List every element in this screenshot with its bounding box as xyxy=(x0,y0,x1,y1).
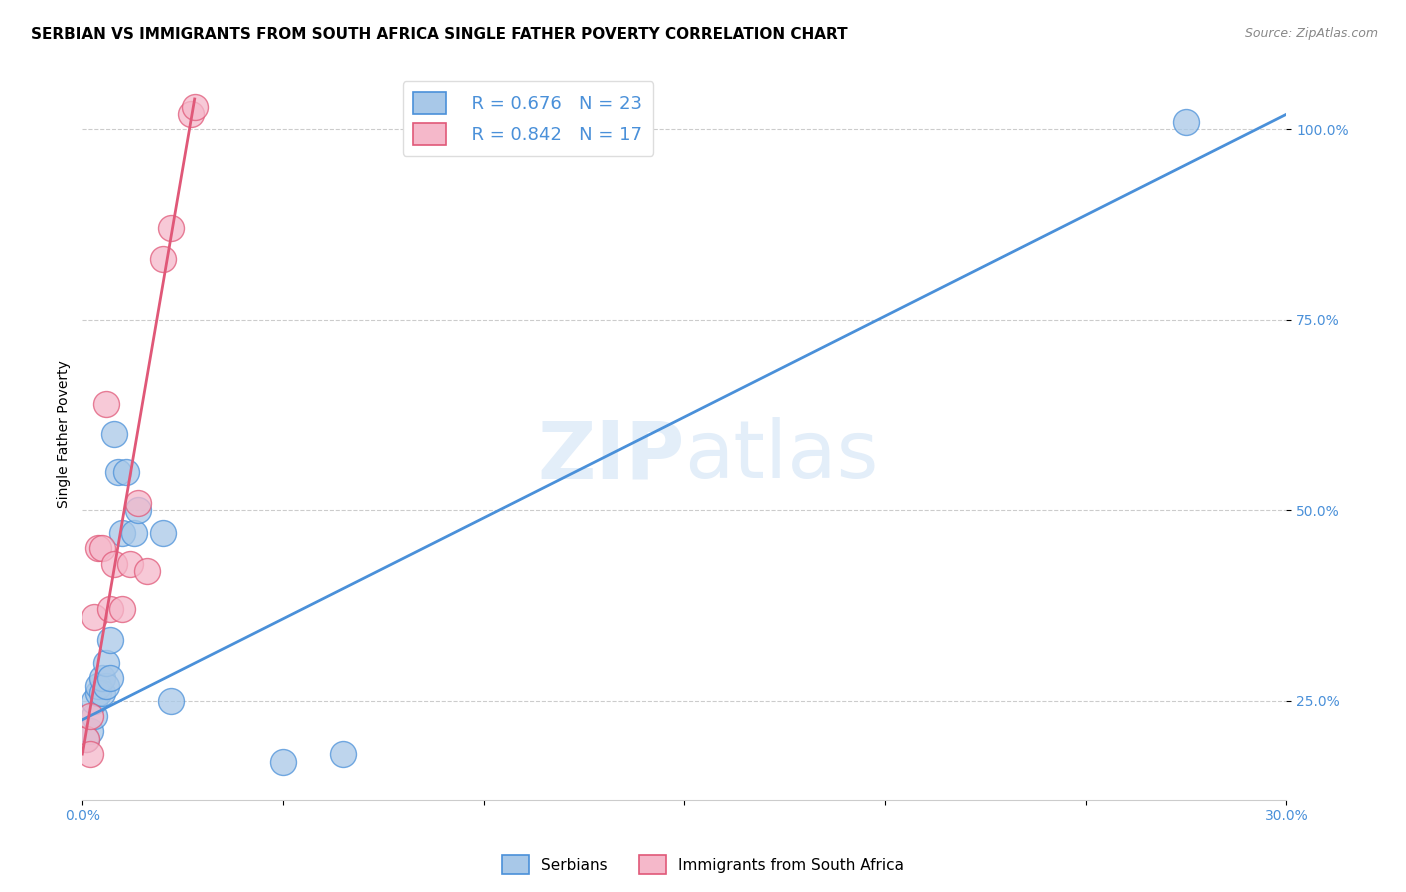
Point xyxy=(96,678,118,692)
Point xyxy=(103,427,125,442)
Point xyxy=(120,557,142,571)
Point xyxy=(91,541,114,556)
Point xyxy=(180,107,202,121)
Point xyxy=(83,709,105,723)
Point xyxy=(75,731,97,746)
Point xyxy=(124,526,146,541)
Point xyxy=(111,526,134,541)
Text: SERBIAN VS IMMIGRANTS FROM SOUTH AFRICA SINGLE FATHER POVERTY CORRELATION CHART: SERBIAN VS IMMIGRANTS FROM SOUTH AFRICA … xyxy=(31,27,848,42)
Point xyxy=(1175,115,1198,129)
Point xyxy=(96,397,118,411)
Point xyxy=(83,694,105,708)
Point xyxy=(183,100,205,114)
Point xyxy=(100,671,122,685)
Point xyxy=(127,496,149,510)
Point xyxy=(271,755,294,769)
Point xyxy=(87,678,110,692)
Point xyxy=(159,221,181,235)
Point xyxy=(79,747,101,761)
Point xyxy=(100,602,122,616)
Point xyxy=(91,686,114,700)
Point xyxy=(75,731,97,746)
Point xyxy=(91,671,114,685)
Point xyxy=(135,564,157,578)
Text: atlas: atlas xyxy=(685,417,879,495)
Point xyxy=(103,557,125,571)
Legend:   R = 0.676   N = 23,   R = 0.842   N = 17: R = 0.676 N = 23, R = 0.842 N = 17 xyxy=(402,81,654,156)
Point xyxy=(83,610,105,624)
Point xyxy=(115,465,138,479)
Point xyxy=(111,602,134,616)
Y-axis label: Single Father Poverty: Single Father Poverty xyxy=(58,360,72,508)
Point xyxy=(79,709,101,723)
Text: ZIP: ZIP xyxy=(537,417,685,495)
Point xyxy=(96,656,118,670)
Point xyxy=(127,503,149,517)
Legend: Serbians, Immigrants from South Africa: Serbians, Immigrants from South Africa xyxy=(495,849,911,880)
Point xyxy=(107,465,129,479)
Point xyxy=(100,632,122,647)
Point xyxy=(159,694,181,708)
Point xyxy=(152,526,174,541)
Text: Source: ZipAtlas.com: Source: ZipAtlas.com xyxy=(1244,27,1378,40)
Point xyxy=(87,686,110,700)
Point xyxy=(87,541,110,556)
Point xyxy=(152,252,174,266)
Point xyxy=(332,747,354,761)
Point xyxy=(79,724,101,739)
